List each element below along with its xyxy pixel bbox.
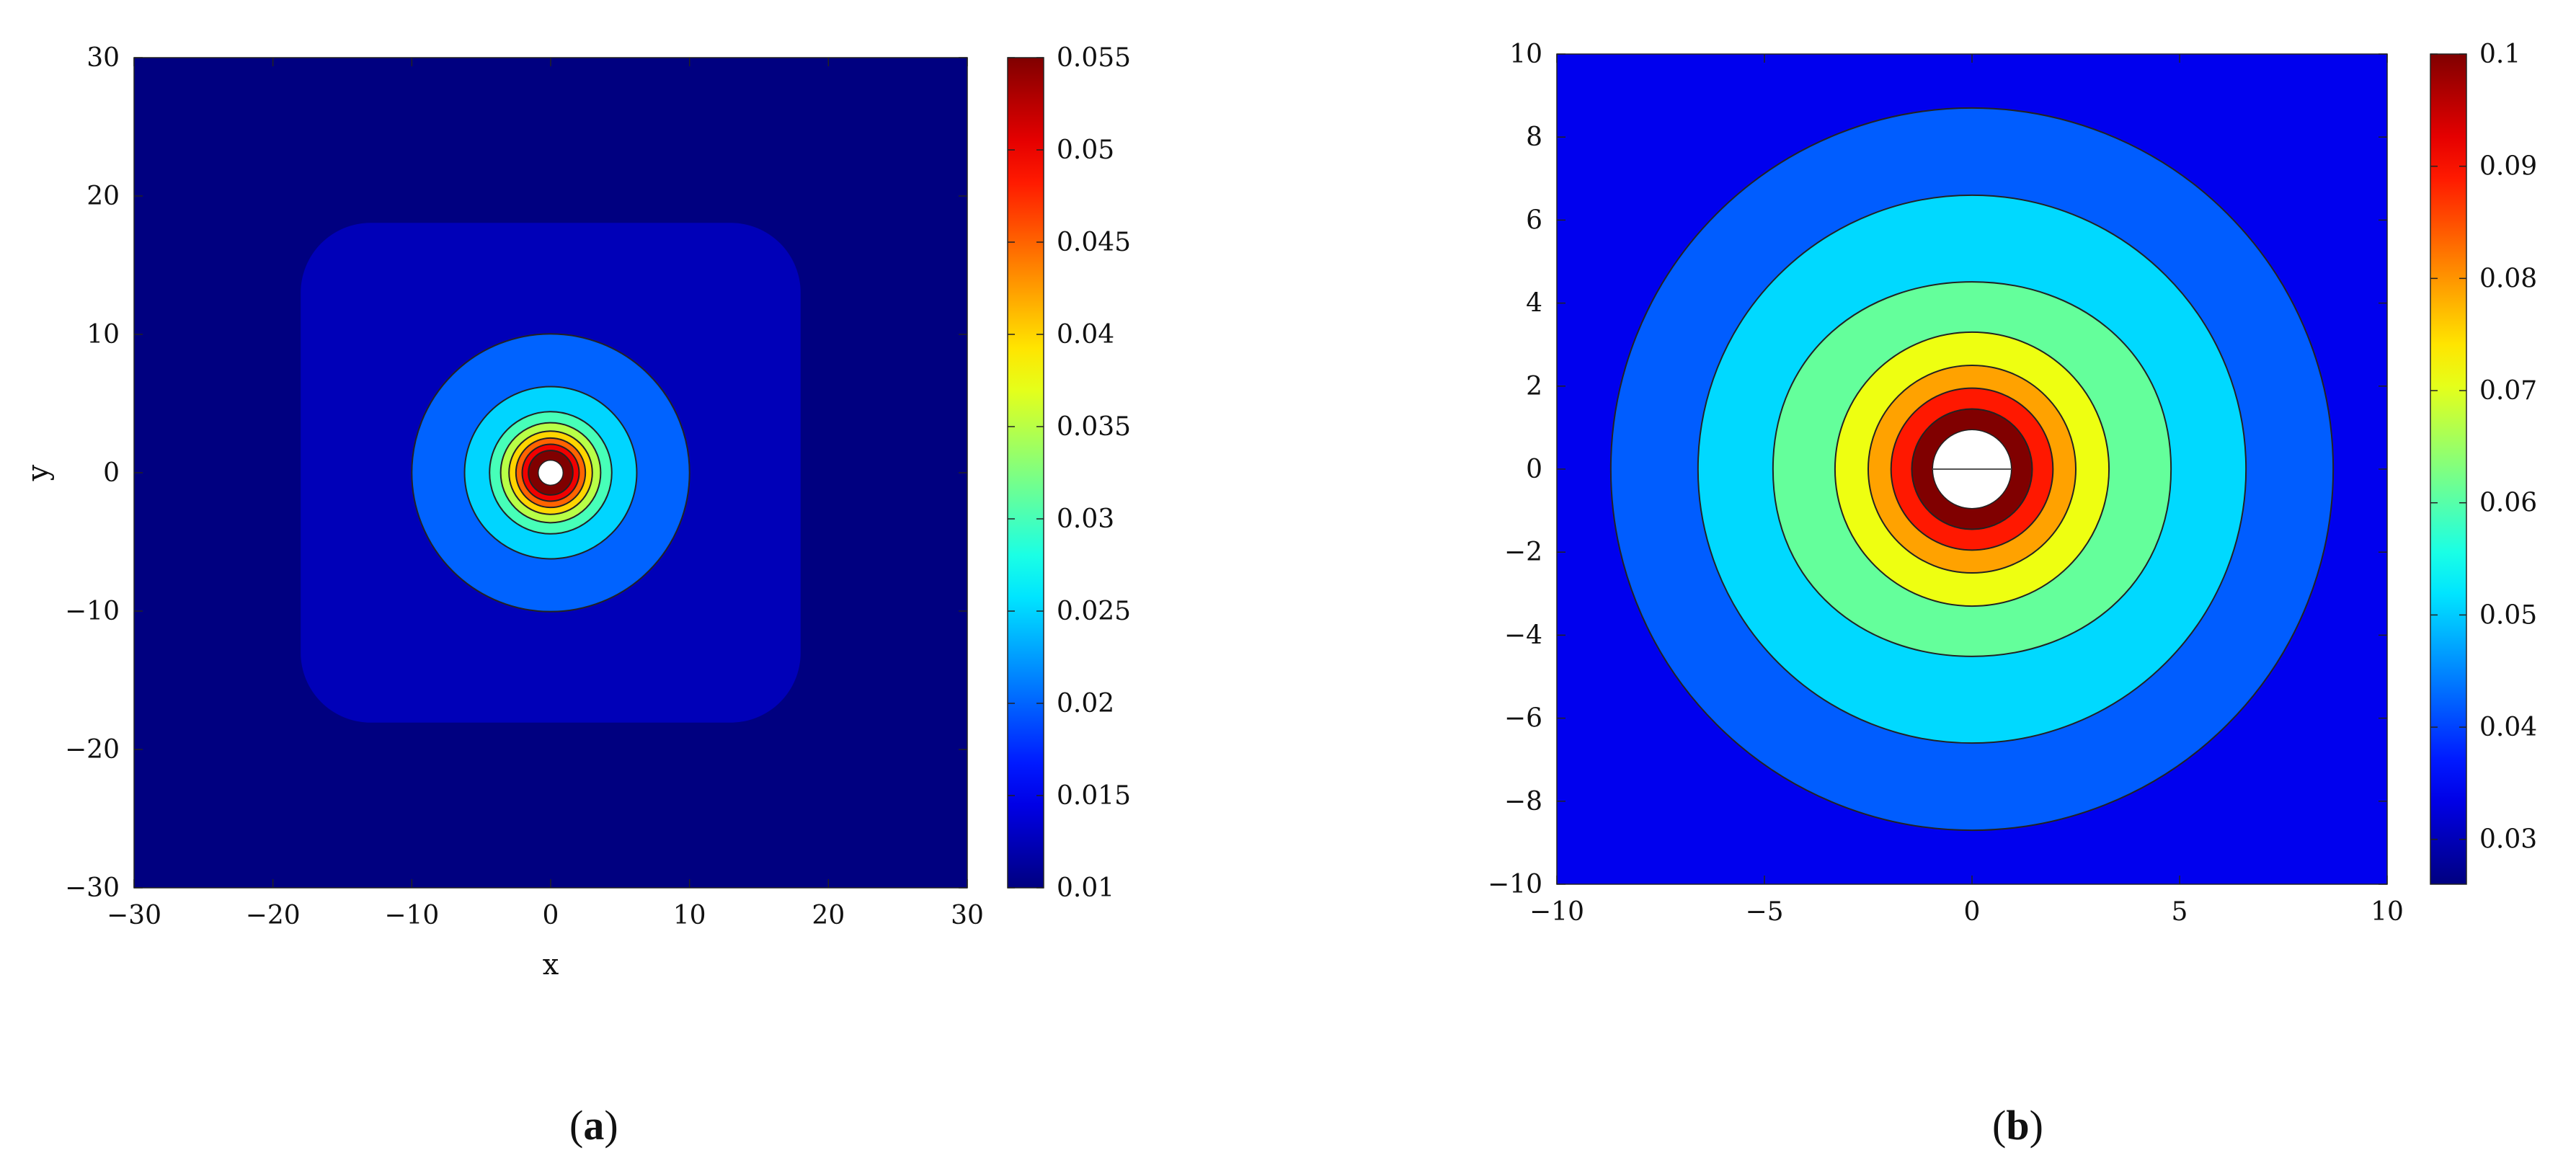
x-tick-label: 0	[1964, 897, 1981, 927]
y-tick-label: 6	[1526, 205, 1542, 235]
x-tick-label: −5	[1745, 897, 1783, 927]
y-tick-label: −8	[1504, 787, 1542, 816]
y-tick-label: −6	[1504, 704, 1542, 734]
colorbar-tick-label: 0.01	[1057, 873, 1114, 903]
y-tick-label: 30	[86, 43, 120, 73]
y-tick-label: 0	[103, 458, 120, 488]
colorbar	[1007, 57, 1044, 889]
colorbar-tick-label: 0.015	[1057, 781, 1131, 811]
colorbar-tick-label: 0.1	[2479, 40, 2521, 69]
x-tick-label: 30	[951, 901, 984, 930]
colorbar	[2430, 53, 2467, 885]
y-tick-label: 2	[1526, 372, 1542, 401]
x-tick-label: 10	[2371, 897, 2404, 927]
y-tick-label: 10	[86, 320, 120, 350]
colorbar-tick-label: 0.07	[2479, 376, 2537, 406]
chart-panel-b: −10 −5 0 5 10 −10 −8 −6 −4 −2 0 2 4 6 8 10 0.03 0.04 0.05 0…	[1488, 40, 2537, 927]
y-tick-label: 20	[86, 182, 120, 211]
colorbar-tick-label: 0.02	[1057, 689, 1114, 718]
colorbar-tick-label: 0.055	[1057, 43, 1131, 73]
colorbar-tick-label: 0.045	[1057, 228, 1131, 257]
colorbar-tick-label: 0.03	[2479, 825, 2537, 855]
y-tick-label: 8	[1526, 123, 1542, 152]
colorbar-tick-label: 0.04	[2479, 713, 2537, 742]
colorbar-tick-label: 0.05	[2479, 600, 2537, 630]
contour-plot-area	[1557, 54, 2387, 884]
x-axis-label: x	[543, 948, 559, 981]
y-tick-label: 10	[1509, 40, 1542, 69]
chart-panel-a: −30 −20 −10 0 10 20 30 −30 −20 −10 0 10 20 30 x y 0.01 0.…	[22, 43, 1131, 981]
center-hole	[537, 459, 564, 486]
panel-label-b: (b)	[1992, 1102, 2043, 1149]
colorbar-tick-label: 0.05	[1057, 135, 1114, 165]
x-tick-label: 10	[673, 901, 706, 930]
y-tick-label: −20	[65, 735, 120, 765]
y-tick-label: 0	[1526, 455, 1542, 484]
y-tick-label: −4	[1504, 620, 1542, 650]
x-tick-label: 20	[812, 901, 845, 930]
colorbar-tick-label: 0.06	[2479, 489, 2537, 518]
panel-label-a: (a)	[569, 1102, 618, 1149]
colorbar-tick-label: 0.04	[1057, 320, 1114, 350]
x-tick-label: −30	[107, 901, 161, 930]
y-tick-label: −30	[65, 873, 120, 903]
colorbar-tick-label: 0.03	[1057, 504, 1114, 534]
y-tick-label: −10	[1488, 870, 1542, 899]
y-tick-label: −10	[65, 597, 120, 626]
x-tick-label: 0	[543, 901, 559, 930]
colorbar-tick-label: 0.09	[2479, 152, 2537, 182]
x-tick-label: 5	[2172, 897, 2188, 927]
x-tick-label: −20	[246, 901, 301, 930]
colorbar-tick-label: 0.08	[2479, 264, 2537, 293]
y-axis-label: y	[22, 464, 55, 481]
x-tick-label: −10	[384, 901, 439, 930]
y-tick-label: 4	[1526, 289, 1542, 319]
x-tick-label: −10	[1529, 897, 1584, 927]
y-tick-label: −2	[1504, 538, 1542, 567]
colorbar-tick-label: 0.025	[1057, 597, 1131, 626]
contour-plot-area	[134, 58, 967, 888]
colorbar-tick-label: 0.035	[1057, 412, 1131, 442]
